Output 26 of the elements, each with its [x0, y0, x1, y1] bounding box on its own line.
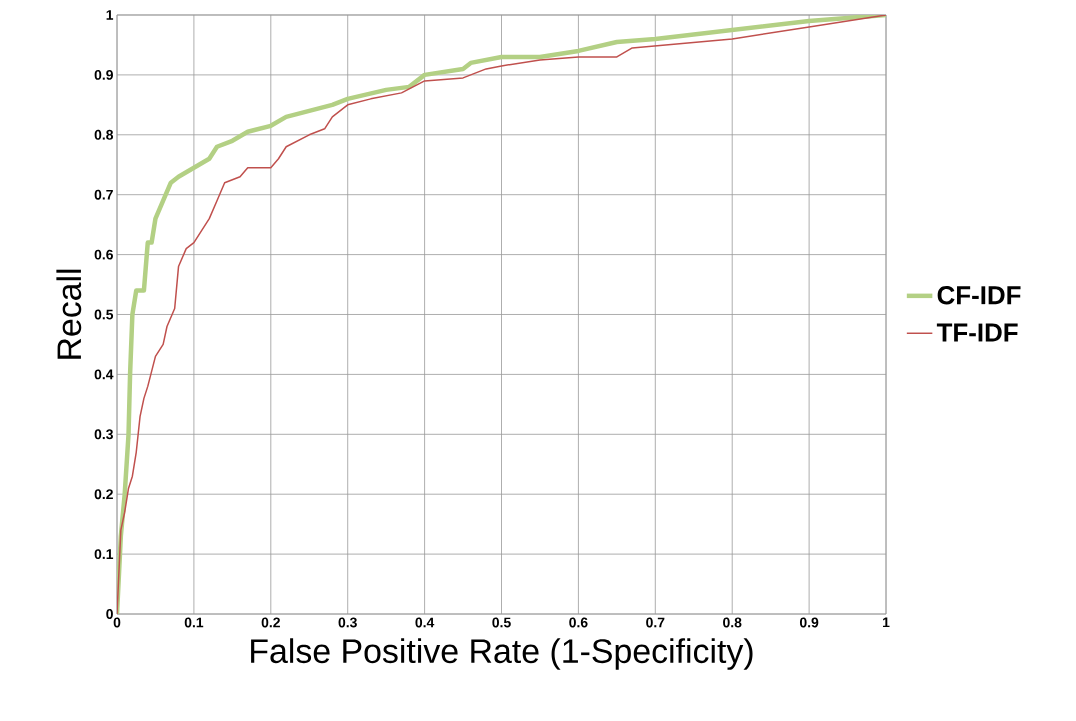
- y-tick-label: 0.7: [94, 189, 113, 200]
- x-tick-label: 0.2: [261, 617, 280, 628]
- y-tick-label: 0.5: [94, 309, 114, 320]
- y-tick-label: 0.6: [94, 249, 113, 260]
- x-tick-label: 0.5: [492, 617, 511, 628]
- x-tick-label: 0.7: [646, 617, 665, 628]
- y-tick-label: 0.9: [94, 69, 113, 80]
- x-tick-label: 0.4: [415, 617, 435, 628]
- legend-label: TF-IDF: [936, 323, 1018, 342]
- y-tick-label: 0.1: [94, 549, 114, 560]
- x-tick-label: 0: [113, 617, 121, 628]
- x-tick-label: 0.6: [569, 617, 588, 628]
- legend-label: CF-IDF: [937, 286, 1021, 305]
- x-tick-label: 0.1: [184, 617, 204, 628]
- y-tick-label: 0.2: [94, 489, 113, 500]
- x-tick-label: 0.9: [799, 617, 819, 628]
- x-tick-label: 0.3: [338, 617, 357, 628]
- y-axis-title: Recall: [56, 269, 82, 359]
- x-tick-label: 1: [883, 617, 890, 628]
- y-tick-label: 0.8: [94, 129, 114, 140]
- x-axis-title: False Positive Rate (1-Specificity): [251, 638, 753, 670]
- x-tick-label: 0.8: [723, 617, 742, 628]
- y-tick-label: 1: [106, 10, 114, 20]
- y-tick-label: 0.3: [94, 429, 113, 440]
- y-tick-label: 0.4: [94, 369, 114, 380]
- y-tick-label: 0: [106, 609, 113, 619]
